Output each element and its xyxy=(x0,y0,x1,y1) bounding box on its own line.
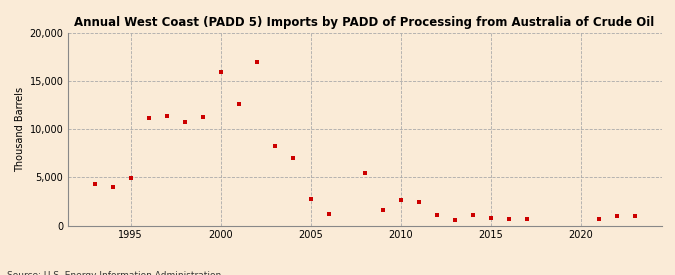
Point xyxy=(197,114,208,119)
Point xyxy=(521,217,532,221)
Point xyxy=(377,208,388,212)
Point xyxy=(413,200,424,205)
Text: Source: U.S. Energy Information Administration: Source: U.S. Energy Information Administ… xyxy=(7,271,221,275)
Title: Annual West Coast (PADD 5) Imports by PADD of Processing from Australia of Crude: Annual West Coast (PADD 5) Imports by PA… xyxy=(74,16,655,29)
Point xyxy=(431,213,442,217)
Point xyxy=(467,213,478,217)
Point xyxy=(629,214,640,218)
Point xyxy=(251,60,262,64)
Point xyxy=(593,217,604,221)
Point xyxy=(179,119,190,124)
Point xyxy=(89,182,100,186)
Point xyxy=(143,116,154,120)
Point xyxy=(359,170,370,175)
Point xyxy=(305,196,316,201)
Point xyxy=(287,156,298,160)
Point xyxy=(125,176,136,180)
Point xyxy=(395,197,406,202)
Point xyxy=(503,217,514,221)
Point xyxy=(611,214,622,218)
Point xyxy=(485,216,496,220)
Point xyxy=(323,212,334,216)
Point xyxy=(449,218,460,222)
Point xyxy=(269,143,280,148)
Y-axis label: Thousand Barrels: Thousand Barrels xyxy=(16,87,25,172)
Point xyxy=(215,70,226,75)
Point xyxy=(161,114,172,118)
Point xyxy=(107,185,118,189)
Point xyxy=(233,102,244,106)
